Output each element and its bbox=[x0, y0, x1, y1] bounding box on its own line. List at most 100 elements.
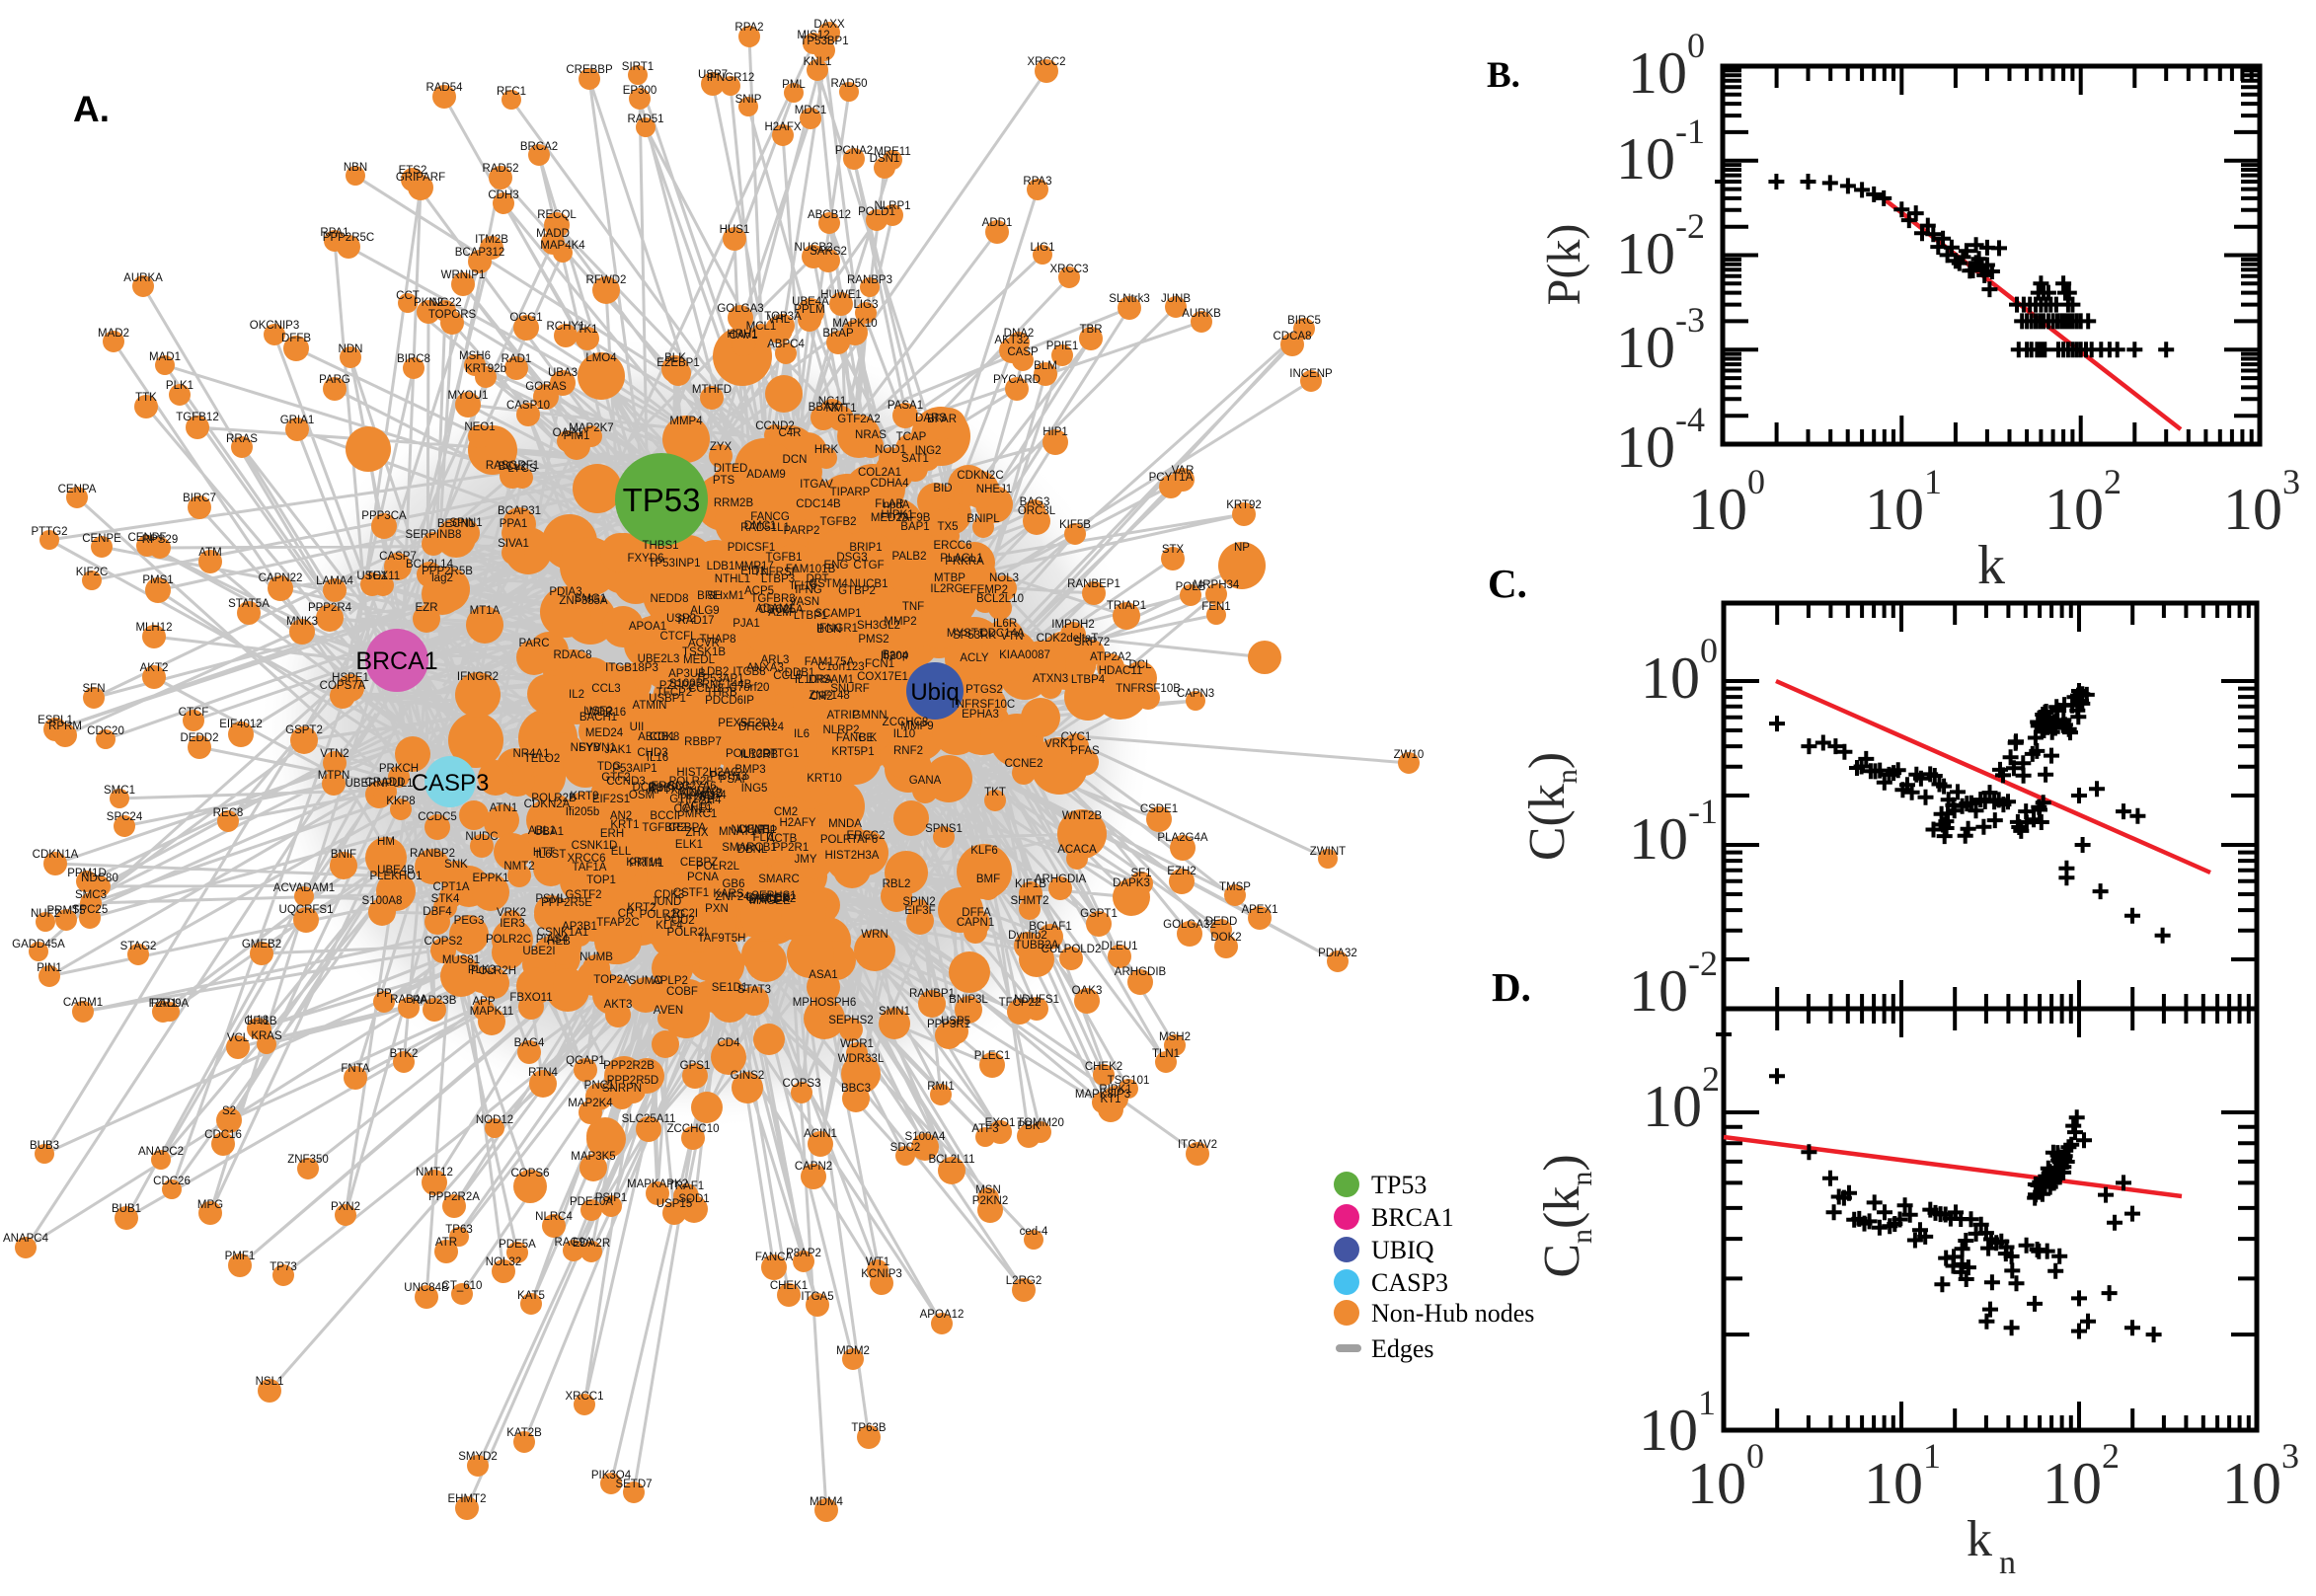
svg-text:ABCB12: ABCB12 bbox=[808, 209, 851, 221]
svg-text:NOL32: NOL32 bbox=[486, 1256, 521, 1268]
svg-text:RAG9A: RAG9A bbox=[555, 1237, 593, 1249]
svg-text:BAP1: BAP1 bbox=[900, 521, 929, 533]
svg-text:QGAP1: QGAP1 bbox=[566, 1055, 605, 1067]
svg-text:TELO2: TELO2 bbox=[524, 753, 560, 765]
svg-text:HIP1: HIP1 bbox=[1042, 426, 1068, 438]
svg-text:HIST2H3A: HIST2H3A bbox=[825, 850, 880, 862]
svg-text:USP2: USP2 bbox=[666, 613, 696, 625]
svg-text:TAF1B: TAF1B bbox=[689, 788, 724, 799]
svg-text:CDHA4: CDHA4 bbox=[871, 478, 910, 490]
svg-text:USBP1: USBP1 bbox=[649, 693, 686, 705]
svg-text:DHCR24: DHCR24 bbox=[738, 722, 785, 733]
svg-text:IFNGR2: IFNGR2 bbox=[457, 671, 499, 683]
svg-text:Ifi204: Ifi204 bbox=[881, 650, 909, 662]
svg-text:DFFA: DFFA bbox=[962, 907, 991, 919]
svg-text:POLR2C: POLR2C bbox=[486, 934, 531, 946]
svg-text:COPS3: COPS3 bbox=[783, 1078, 821, 1090]
svg-text:TAF1C: TAF1C bbox=[677, 801, 713, 813]
svg-text:NSL1: NSL1 bbox=[256, 1376, 284, 1388]
svg-text:ANAPC4: ANAPC4 bbox=[3, 1233, 49, 1245]
svg-text:MED24: MED24 bbox=[585, 727, 624, 739]
svg-text:C1orf123: C1orf123 bbox=[817, 661, 864, 673]
svg-text:TCAP: TCAP bbox=[896, 431, 927, 443]
svg-text:RAD1: RAD1 bbox=[502, 353, 532, 365]
svg-text:FZR1: FZR1 bbox=[149, 998, 178, 1010]
svg-text:P(k): P(k) bbox=[1538, 224, 1590, 306]
svg-text:RMI1: RMI1 bbox=[927, 1081, 954, 1093]
svg-text:USO1: USO1 bbox=[356, 570, 387, 582]
svg-text:GTF2A2: GTF2A2 bbox=[837, 414, 880, 425]
svg-text:UBE4A: UBE4A bbox=[792, 296, 829, 308]
svg-text:PDE5A: PDE5A bbox=[499, 1239, 536, 1251]
svg-text:PPP2R2A: PPP2R2A bbox=[428, 1191, 480, 1203]
svg-text:CDH3: CDH3 bbox=[488, 190, 518, 201]
svg-text:BACH1: BACH1 bbox=[579, 712, 617, 723]
svg-text:RCHY1: RCHY1 bbox=[547, 321, 585, 333]
svg-text:RAD9A: RAD9A bbox=[151, 998, 190, 1010]
svg-text:TP53BP1: TP53BP1 bbox=[800, 36, 848, 47]
svg-text:SMARC: SMARC bbox=[758, 874, 800, 885]
svg-text:lag2: lag2 bbox=[431, 572, 453, 584]
svg-text:RFWD2: RFWD2 bbox=[586, 274, 627, 286]
svg-text:IL6R: IL6R bbox=[993, 618, 1017, 630]
svg-text:AVEN: AVEN bbox=[654, 1005, 683, 1017]
svg-text:CSDE1: CSDE1 bbox=[1140, 803, 1178, 815]
svg-text:POLR2B: POLR2B bbox=[531, 793, 577, 804]
svg-text:ING5: ING5 bbox=[741, 783, 768, 795]
svg-text:DMC1: DMC1 bbox=[744, 520, 777, 532]
svg-text:BCL2L14: BCL2L14 bbox=[406, 559, 454, 570]
svg-text:SDC2: SDC2 bbox=[890, 1142, 921, 1154]
svg-text:MUS81: MUS81 bbox=[442, 954, 480, 966]
svg-text:FANCE: FANCE bbox=[836, 732, 875, 744]
svg-text:ARL3: ARL3 bbox=[761, 654, 790, 666]
svg-text:TP53: TP53 bbox=[623, 482, 701, 518]
svg-text:lpk-V21-4: lpk-V21-4 bbox=[677, 790, 727, 801]
svg-text:TAF9B: TAF9B bbox=[896, 512, 931, 524]
svg-text:RFC1: RFC1 bbox=[497, 86, 526, 98]
svg-text:SP53RK: SP53RK bbox=[953, 630, 996, 642]
svg-text:COPS7A: COPS7A bbox=[320, 680, 366, 692]
svg-text:ATM: ATM bbox=[198, 547, 221, 559]
svg-text:SNRPN: SNRPN bbox=[602, 1083, 642, 1095]
svg-text:BAG4: BAG4 bbox=[514, 1037, 545, 1049]
svg-text:EDA2R: EDA2R bbox=[573, 1238, 610, 1250]
svg-text:npdA: npdA bbox=[884, 499, 910, 511]
svg-text:RPA1: RPA1 bbox=[320, 227, 348, 239]
svg-text:IL6: IL6 bbox=[794, 728, 810, 740]
svg-text:EHMT2: EHMT2 bbox=[448, 1493, 487, 1505]
svg-text:MTBP: MTBP bbox=[934, 572, 965, 584]
svg-text:ZNF385A: ZNF385A bbox=[559, 595, 608, 607]
svg-text:THBS1: THBS1 bbox=[642, 540, 678, 552]
svg-text:ARHGDIA: ARHGDIA bbox=[1035, 874, 1087, 885]
svg-text:LMO4: LMO4 bbox=[585, 352, 617, 364]
svg-text:NFYB: NFYB bbox=[571, 742, 601, 754]
svg-text:TOPORS: TOPORS bbox=[428, 309, 477, 321]
svg-text:ATN1: ATN1 bbox=[490, 802, 518, 814]
svg-text:BMF: BMF bbox=[976, 874, 1000, 885]
svg-text:PP: PP bbox=[376, 988, 392, 1000]
svg-text:CHEK1: CHEK1 bbox=[770, 1280, 808, 1292]
svg-text:AURKA: AURKA bbox=[123, 272, 163, 284]
svg-text:ACP5: ACP5 bbox=[744, 585, 774, 597]
svg-text:TGFB1: TGFB1 bbox=[765, 552, 802, 564]
svg-text:SCAMP1: SCAMP1 bbox=[814, 608, 861, 620]
svg-text:DAXX: DAXX bbox=[813, 19, 845, 31]
svg-text:COBF: COBF bbox=[666, 986, 698, 998]
svg-text:WDR33L: WDR33L bbox=[838, 1053, 885, 1065]
svg-text:CAPN1: CAPN1 bbox=[957, 917, 994, 929]
svg-text:MAPK11: MAPK11 bbox=[470, 1006, 514, 1018]
svg-text:ITGAV: ITGAV bbox=[800, 479, 833, 491]
svg-text:POLR2H: POLR2H bbox=[471, 965, 516, 977]
svg-text:PIK3O4: PIK3O4 bbox=[591, 1470, 632, 1482]
svg-text:INCENP: INCENP bbox=[1289, 368, 1333, 380]
svg-text:Ubiq: Ubiq bbox=[910, 679, 959, 706]
svg-text:CREBBP: CREBBP bbox=[566, 64, 613, 76]
svg-text:PCNA2: PCNA2 bbox=[835, 145, 873, 157]
svg-text:PASA1: PASA1 bbox=[888, 400, 923, 412]
svg-text:PPP2R2B: PPP2R2B bbox=[603, 1060, 655, 1072]
svg-text:PIAS4: PIAS4 bbox=[536, 934, 569, 946]
svg-text:PZPP2: PZPP2 bbox=[659, 680, 695, 692]
svg-text:LRSAM1: LRSAM1 bbox=[809, 674, 854, 686]
svg-text:MYOU1: MYOU1 bbox=[448, 390, 489, 402]
svg-text:LDB2: LDB2 bbox=[701, 666, 730, 678]
